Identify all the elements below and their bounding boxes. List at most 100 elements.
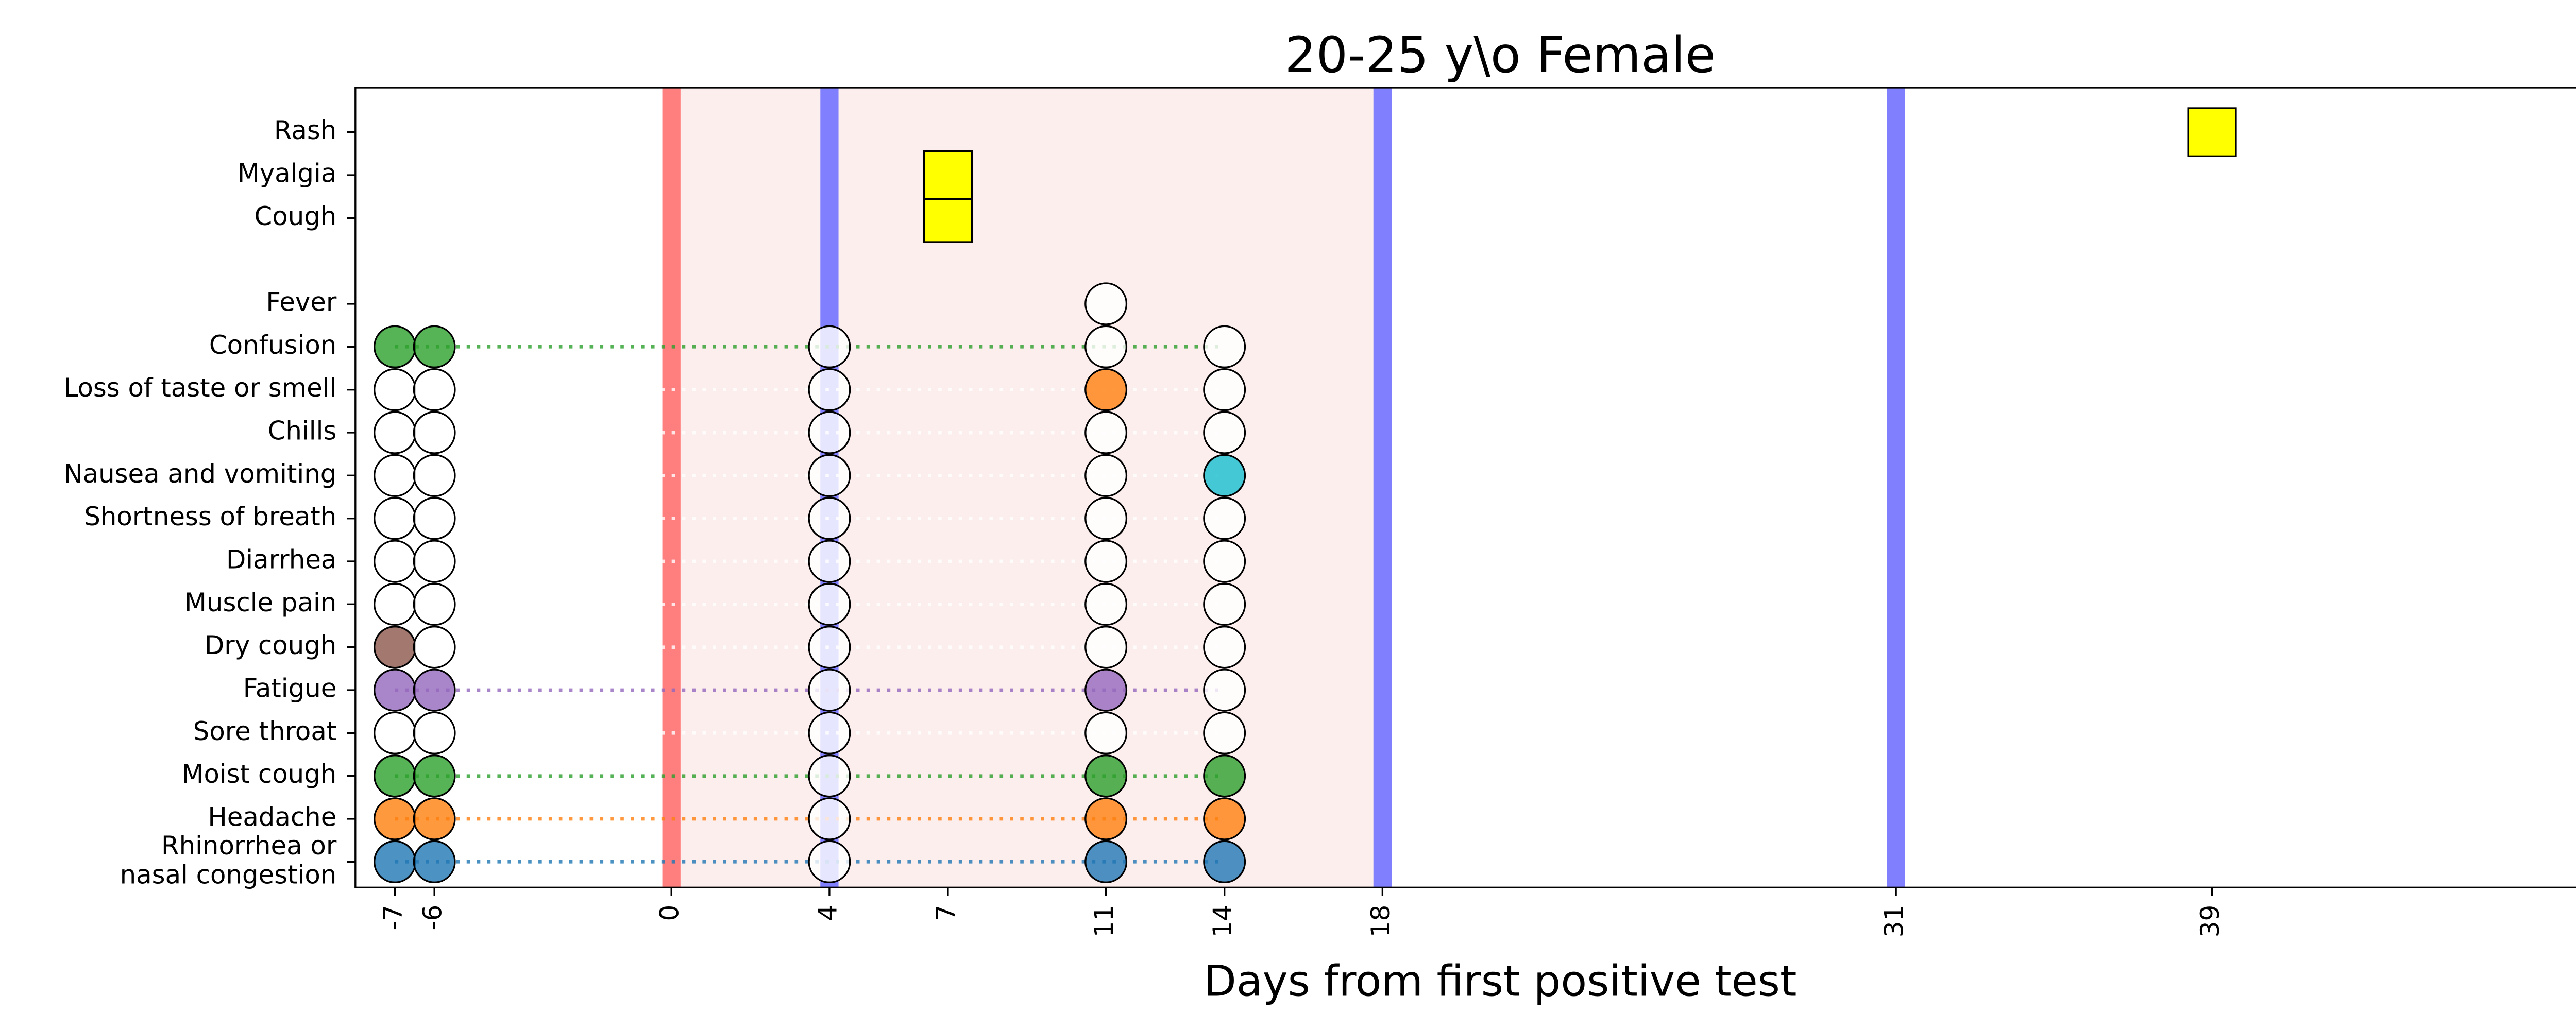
circle-marker [413, 368, 456, 411]
circle-marker [1084, 626, 1128, 669]
circle-marker [374, 497, 416, 540]
y-tick-label: Moist cough [182, 759, 337, 789]
circle-marker [1084, 797, 1128, 840]
y-tick-label: Nausea and vomiting [63, 459, 336, 489]
circle-marker [1084, 540, 1128, 583]
circle-marker [413, 454, 456, 497]
y-tick-label: Shortness of breath [84, 502, 336, 531]
circle-marker [374, 540, 416, 583]
x-tick-label: 14 [1208, 905, 1238, 938]
circle-marker [1203, 840, 1246, 884]
plot-frame [354, 87, 2576, 888]
y-tick-label: Myalgia [238, 158, 337, 188]
vertical-line [1373, 88, 1392, 888]
square-marker [923, 193, 973, 243]
circle-marker [808, 454, 851, 497]
vertical-line [1887, 88, 1905, 888]
y-tick-label: Chills [268, 416, 337, 445]
circle-marker [374, 840, 416, 884]
circle-marker [1203, 368, 1246, 411]
circle-marker [1084, 282, 1128, 325]
square-marker [923, 150, 973, 200]
circle-marker [1203, 582, 1246, 626]
x-tick-label: -6 [418, 905, 448, 931]
circle-marker [1084, 497, 1128, 540]
y-tick-label: Cough [255, 201, 337, 231]
circle-marker [374, 411, 416, 454]
circle-marker [1203, 411, 1246, 454]
x-tick-label: 18 [1366, 905, 1396, 938]
circle-marker [413, 497, 456, 540]
circle-marker [413, 626, 456, 669]
y-tick-label: Headache [208, 802, 336, 832]
circle-marker [808, 540, 851, 583]
circle-marker [374, 797, 416, 840]
circle-marker [413, 754, 456, 798]
circle-marker [413, 540, 456, 583]
circle-marker [374, 582, 416, 626]
x-tick-label: 31 [1879, 905, 1909, 938]
circle-marker [1084, 454, 1128, 497]
circle-marker [1203, 497, 1246, 540]
y-tick-label: Sore throat [193, 716, 337, 746]
circle-marker [808, 582, 851, 626]
shaded-interval [671, 88, 1383, 888]
square-marker [2187, 107, 2237, 157]
x-tick-label: 11 [1089, 905, 1119, 938]
circle-marker [1203, 797, 1246, 840]
circle-marker [1084, 582, 1128, 626]
x-tick-label: 7 [931, 905, 961, 921]
circle-marker [808, 840, 851, 884]
circle-marker [413, 411, 456, 454]
circle-marker [1203, 754, 1246, 798]
circle-marker [413, 582, 456, 626]
y-tick-label: Rash [274, 115, 336, 145]
circle-marker [808, 754, 851, 798]
x-tick-label: 4 [812, 905, 842, 921]
circle-marker [413, 711, 456, 755]
y-tick-label: Fatigue [243, 673, 337, 703]
circle-marker [1203, 325, 1246, 368]
vertical-line [662, 88, 681, 888]
y-tick-label: Muscle pain [184, 588, 336, 617]
y-tick-label: Fever [266, 287, 336, 317]
circle-marker [1084, 754, 1128, 798]
y-tick-label: Diarrhea [226, 544, 336, 574]
circle-marker [374, 368, 416, 411]
circle-marker [808, 668, 851, 712]
circle-marker [1203, 711, 1246, 755]
circle-marker [808, 797, 851, 840]
circle-marker [808, 711, 851, 755]
circle-marker [374, 454, 416, 497]
x-tick-label: -7 [378, 905, 408, 931]
circle-marker [1203, 540, 1246, 583]
chart-title: 20-25 y\o Female [1285, 26, 1716, 84]
circle-marker [808, 325, 851, 368]
y-tick-label: Rhinorrhea or nasal congestion [120, 830, 337, 889]
circle-marker [374, 754, 416, 798]
circle-marker [808, 411, 851, 454]
circle-marker [413, 797, 456, 840]
circle-marker [808, 368, 851, 411]
circle-marker [1084, 325, 1128, 368]
circle-marker [1203, 668, 1246, 712]
circle-marker [413, 840, 456, 884]
y-tick-label: Loss of taste or smell [64, 373, 337, 403]
circle-marker [374, 711, 416, 755]
circle-marker [413, 668, 456, 712]
circle-marker [1203, 626, 1246, 669]
x-tick-label: 39 [2195, 905, 2225, 938]
y-tick-label: Dry cough [205, 630, 336, 660]
circle-marker [1084, 711, 1128, 755]
circle-marker [808, 497, 851, 540]
x-axis-label: Days from first positive test [1204, 956, 1797, 1006]
circle-marker [1084, 411, 1128, 454]
circle-marker [374, 626, 416, 669]
circle-marker [374, 325, 416, 368]
circle-marker [808, 626, 851, 669]
circle-marker [374, 668, 416, 712]
circle-marker [1203, 454, 1246, 497]
circle-marker [413, 325, 456, 368]
